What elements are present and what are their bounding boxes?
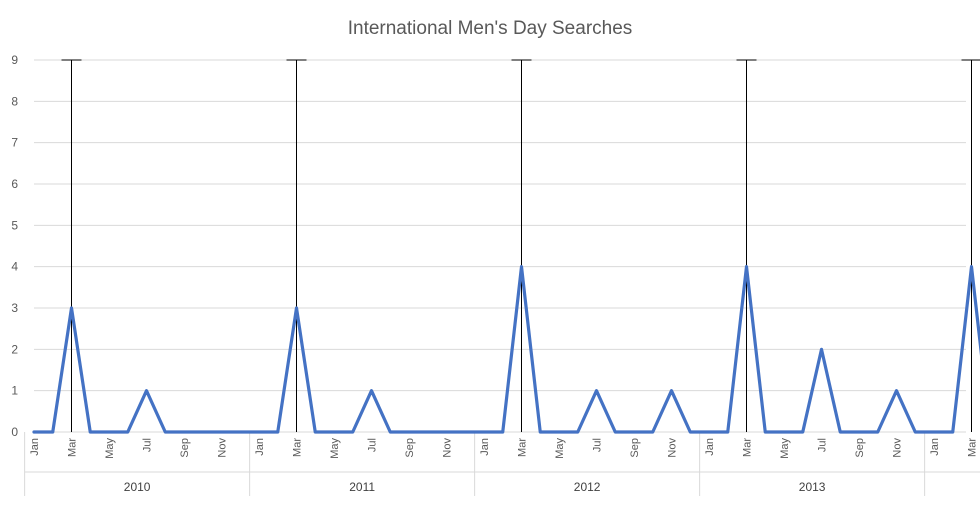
data-point <box>295 307 298 310</box>
data-point <box>783 431 786 434</box>
x-tick-label: Jul <box>817 438 829 452</box>
data-point <box>164 431 167 434</box>
data-point <box>820 348 823 351</box>
data-point <box>839 431 842 434</box>
data-point <box>89 431 92 434</box>
x-tick-label: Mar <box>292 438 304 457</box>
data-point <box>520 265 523 268</box>
x-tick-label: Nov <box>442 438 454 458</box>
data-point <box>108 431 111 434</box>
y-tick-label: 7 <box>11 136 18 150</box>
data-point <box>801 431 804 434</box>
x-tick-label: Mar <box>742 438 754 457</box>
data-point <box>726 431 729 434</box>
x-tick-label: Jan <box>29 438 41 456</box>
data-point <box>183 431 186 434</box>
x-tick-label: Mar <box>967 438 979 457</box>
data-point <box>258 431 261 434</box>
chart-title: International Men's Day Searches <box>348 18 633 39</box>
data-point <box>483 431 486 434</box>
x-tick-label: Jan <box>929 438 941 456</box>
x-tick-label: Jul <box>142 438 154 452</box>
x-axis: Jan Mar May Jul Sep Nov 2010 Jan Mar May Jul Sep Nov… <box>25 432 980 496</box>
data-point <box>595 389 598 392</box>
x-tick-label: Sep <box>854 438 866 458</box>
data-point <box>333 431 336 434</box>
x-tick-label: Nov <box>892 438 904 458</box>
data-point <box>558 431 561 434</box>
data-point <box>239 431 242 434</box>
x-tick-label: May <box>104 438 116 459</box>
data-point <box>370 389 373 392</box>
data-point <box>145 389 148 392</box>
year-label: 2012 <box>574 480 601 494</box>
data-point <box>651 431 654 434</box>
data-point <box>539 431 542 434</box>
data-point <box>895 389 898 392</box>
year-label: 2011 <box>349 480 375 494</box>
data-point <box>389 431 392 434</box>
data-point <box>633 431 636 434</box>
data-point <box>708 431 711 434</box>
x-tick-label: May <box>554 438 566 459</box>
data-point <box>951 431 954 434</box>
x-tick-label: Jul <box>367 438 379 452</box>
x-tick-label: Jul <box>592 438 604 452</box>
x-tick-label: May <box>329 438 341 459</box>
data-point <box>501 431 504 434</box>
data-point <box>445 431 448 434</box>
data-point <box>126 431 129 434</box>
data-point <box>351 431 354 434</box>
y-tick-label: 4 <box>11 260 18 274</box>
x-tick-label: Jan <box>479 438 491 456</box>
x-tick-label: Nov <box>217 438 229 458</box>
y-tick-label: 9 <box>11 53 18 67</box>
data-point <box>576 431 579 434</box>
data-point <box>858 431 861 434</box>
x-tick-label: Sep <box>179 438 191 458</box>
data-point <box>876 431 879 434</box>
y-tick-label: 5 <box>11 218 18 232</box>
x-tick-label: Nov <box>667 438 679 458</box>
x-tick-label: May <box>779 438 791 459</box>
data-point <box>614 431 617 434</box>
x-tick-label: Sep <box>629 438 641 458</box>
data-point <box>51 431 54 434</box>
y-tick-label: 8 <box>11 94 18 108</box>
y-tick-label: 6 <box>11 177 18 191</box>
data-point <box>914 431 917 434</box>
year-label: 2010 <box>124 480 151 494</box>
data-point <box>426 431 429 434</box>
x-tick-label: Mar <box>517 438 529 457</box>
y-tick-label: 0 <box>11 425 18 439</box>
y-tick-label: 3 <box>11 301 18 315</box>
data-point <box>764 431 767 434</box>
data-point <box>201 431 204 434</box>
data-point <box>970 265 973 268</box>
x-tick-label: Sep <box>404 438 416 458</box>
data-point <box>408 431 411 434</box>
data-point <box>464 431 467 434</box>
data-point <box>745 265 748 268</box>
data-point <box>314 431 317 434</box>
y-tick-label: 1 <box>11 384 18 398</box>
data-point <box>276 431 279 434</box>
x-tick-label: Jan <box>254 438 266 456</box>
x-tick-label: Jan <box>704 438 716 456</box>
x-tick-label: Mar <box>67 438 79 457</box>
data-point <box>70 307 73 310</box>
year-label: 2013 <box>799 480 826 494</box>
data-point <box>33 431 36 434</box>
y-axis: 0 1 2 3 4 5 6 7 8 9 <box>11 53 18 439</box>
data-point <box>933 431 936 434</box>
data-point <box>220 431 223 434</box>
vertical-markers <box>62 60 980 432</box>
data-point <box>689 431 692 434</box>
data-point <box>670 389 673 392</box>
y-tick-label: 2 <box>11 342 18 356</box>
